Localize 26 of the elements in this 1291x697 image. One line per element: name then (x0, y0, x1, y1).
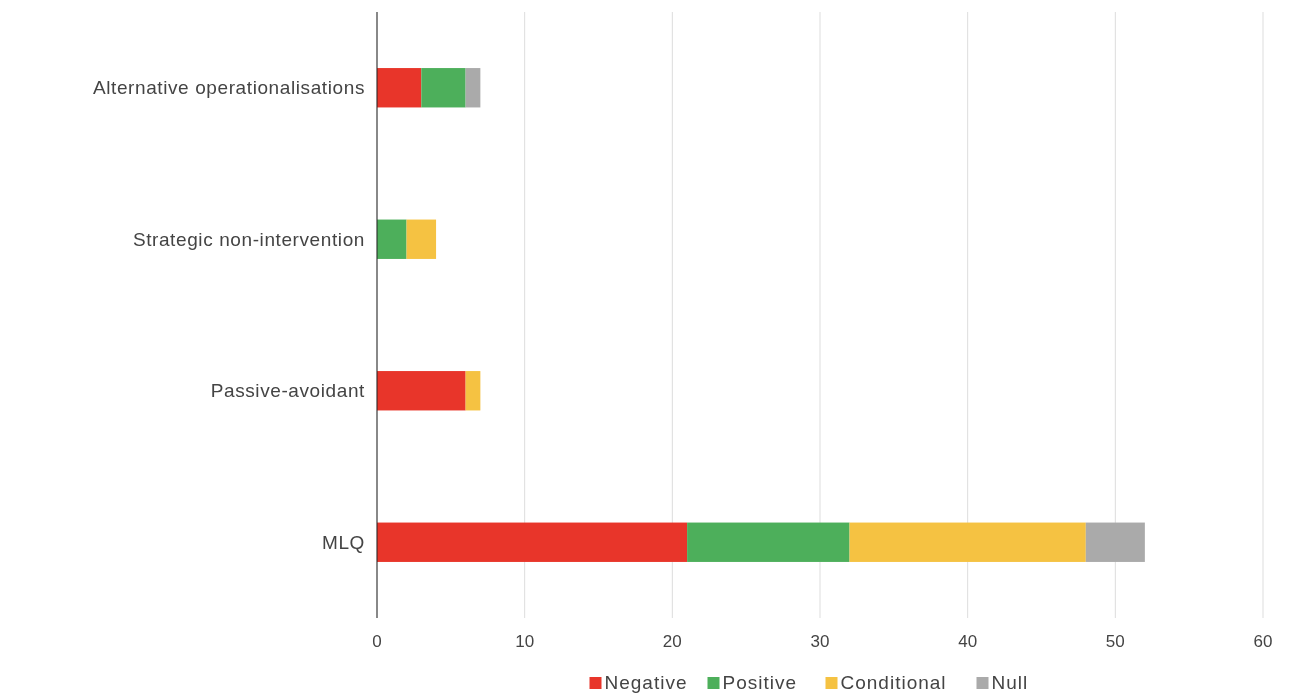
legend-label: Positive (722, 672, 798, 693)
bar (377, 219, 407, 259)
x-tick-label: 20 (662, 632, 682, 651)
x-tick-label: 40 (958, 632, 978, 651)
bar (377, 522, 688, 562)
bar (687, 522, 850, 562)
y-tick-label: MLQ (322, 531, 365, 553)
y-tick-label: Strategic non-intervention (132, 228, 365, 250)
x-tick-label: 50 (1105, 632, 1125, 651)
x-tick-label: 60 (1253, 632, 1273, 651)
y-tick-label: Alternative operationalisations (92, 77, 365, 99)
bar (377, 68, 422, 108)
x-tick-label: 0 (372, 632, 382, 651)
x-tick-label: 30 (810, 632, 830, 651)
bar (849, 522, 1086, 562)
bar (465, 371, 481, 411)
bar (421, 68, 466, 108)
x-tick-label: 10 (515, 632, 535, 651)
y-tick-label: Passive-avoidant (210, 380, 366, 402)
bar (465, 68, 481, 108)
legend-label: Conditional (840, 672, 947, 693)
bar (406, 219, 437, 259)
bar (1085, 522, 1145, 562)
legend-label: Null (991, 672, 1029, 693)
legend-label: Negative (604, 672, 688, 693)
bar (377, 371, 466, 411)
